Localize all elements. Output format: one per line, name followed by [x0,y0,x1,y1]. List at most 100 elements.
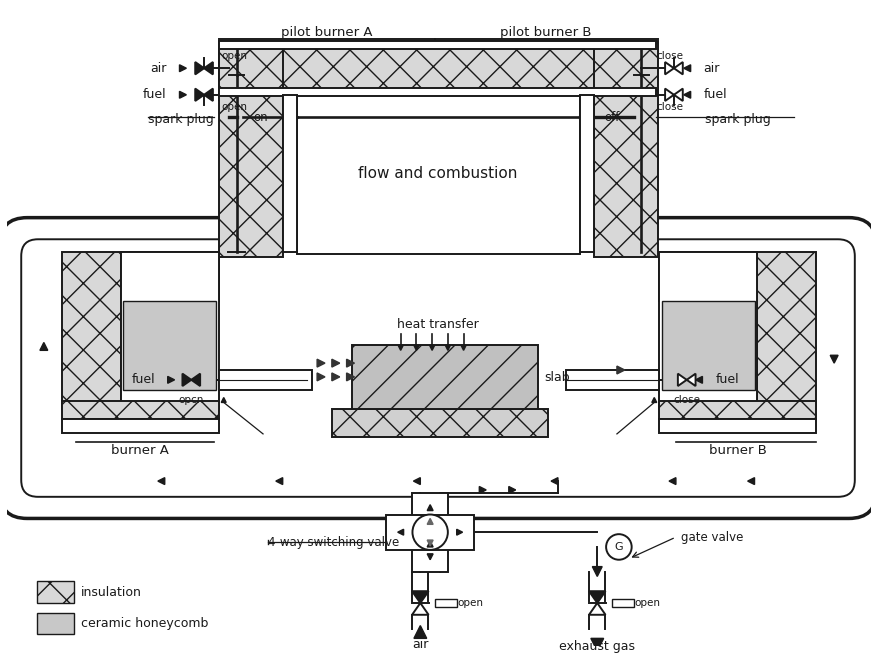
Polygon shape [317,359,324,367]
Text: air: air [411,638,428,651]
Polygon shape [221,398,226,402]
Polygon shape [551,478,557,485]
Polygon shape [668,478,675,485]
Bar [61,401,218,419]
Text: fuel: fuel [715,373,738,386]
Polygon shape [665,62,674,74]
Polygon shape [617,366,624,374]
Text: air: air [150,62,167,75]
Bar [351,346,538,409]
Text: close: close [655,51,682,62]
Bar [124,301,216,390]
Text: fuel: fuel [132,373,154,386]
Bar [120,252,218,409]
Polygon shape [588,603,605,615]
Polygon shape [158,478,165,485]
Polygon shape [168,377,175,383]
Polygon shape [445,346,450,350]
Polygon shape [588,591,605,603]
Polygon shape [427,518,432,524]
Polygon shape [346,373,354,381]
Bar [661,301,753,390]
Polygon shape [195,62,203,74]
Polygon shape [456,529,462,535]
Polygon shape [203,89,212,101]
Bar [565,370,659,390]
Polygon shape [677,374,686,386]
Polygon shape [479,487,486,493]
Text: pilot burner B: pilot burner B [500,26,591,39]
Text: flow and combustion: flow and combustion [358,166,517,181]
Polygon shape [460,346,466,350]
Polygon shape [683,91,690,98]
Bar [61,419,218,433]
Text: spark plug: spark plug [148,113,213,126]
Text: fuel: fuel [702,89,726,101]
Bar [611,599,633,607]
Text: spark plug: spark plug [704,113,770,126]
Text: open: open [222,51,247,62]
Polygon shape [317,373,324,381]
FancyBboxPatch shape [21,239,854,497]
Polygon shape [429,346,434,350]
Bar [61,252,120,409]
Bar [37,613,75,634]
Text: burner B: burner B [708,443,766,457]
Bar [659,419,816,433]
Bar [412,493,447,571]
Text: 4-way switching valve: 4-way switching valve [267,535,399,548]
Text: heat transfer: heat transfer [396,318,478,331]
Polygon shape [398,346,403,350]
Text: on: on [253,111,267,124]
Bar [659,252,757,409]
Polygon shape [332,359,339,367]
Polygon shape [179,65,186,72]
Polygon shape [592,567,602,577]
Polygon shape [674,89,682,101]
Text: insulation: insulation [81,586,142,599]
Bar [332,409,547,437]
Polygon shape [686,374,695,386]
Polygon shape [203,62,212,74]
Polygon shape [413,626,426,638]
Polygon shape [182,374,191,386]
Polygon shape [397,529,403,535]
Polygon shape [747,478,753,485]
Bar [297,94,579,254]
Text: fuel: fuel [143,89,167,101]
Polygon shape [683,65,690,72]
Bar [218,88,655,96]
Text: gate valve: gate valve [680,531,742,544]
Text: close: close [673,395,700,405]
Polygon shape [411,603,428,615]
Bar [435,599,456,607]
Bar [282,94,297,252]
Bar [594,41,658,257]
Bar [757,252,816,409]
Polygon shape [275,478,282,485]
Circle shape [605,534,631,560]
Text: G: G [614,542,623,552]
Text: open: open [457,598,483,608]
Bar [386,514,474,550]
Text: burner A: burner A [111,443,169,457]
Polygon shape [665,89,674,101]
Polygon shape [191,374,200,386]
Polygon shape [413,346,418,350]
Polygon shape [39,342,47,350]
Text: exhaust gas: exhaust gas [559,640,635,653]
Bar [37,581,75,603]
Polygon shape [695,377,702,383]
Polygon shape [332,373,339,381]
Polygon shape [346,359,354,367]
Polygon shape [674,62,682,74]
Polygon shape [830,356,838,363]
Bar [120,252,218,301]
Bar [659,252,757,301]
Text: close: close [655,102,682,112]
Bar [659,401,816,419]
Text: opcn: opcn [178,395,203,405]
Text: slab: slab [544,371,569,384]
Polygon shape [590,638,603,651]
Polygon shape [413,478,420,485]
